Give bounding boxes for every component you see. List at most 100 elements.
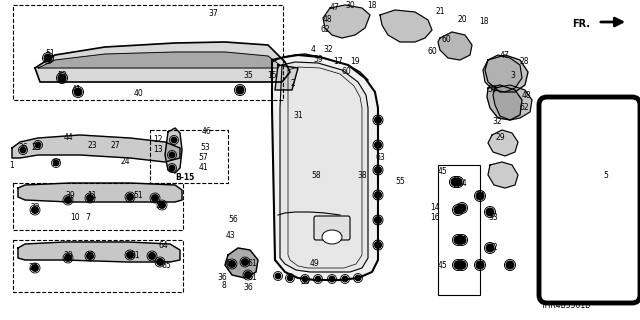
Bar [13,5,283,100]
Circle shape [458,204,466,212]
Text: 42: 42 [488,244,498,252]
Circle shape [86,252,93,260]
Text: 47: 47 [330,4,340,12]
Text: 1: 1 [10,161,14,170]
Text: 38: 38 [357,171,367,180]
Circle shape [315,276,321,282]
Circle shape [275,273,281,279]
Text: 14: 14 [430,203,440,212]
Text: 19: 19 [350,58,360,67]
Polygon shape [12,135,180,162]
Circle shape [74,88,82,96]
Bar [13,240,183,292]
Ellipse shape [322,230,342,244]
Circle shape [458,261,466,269]
Circle shape [486,208,494,216]
Circle shape [454,206,462,214]
Circle shape [31,206,38,213]
Circle shape [244,271,252,278]
Text: 51: 51 [130,252,140,260]
Text: 8: 8 [221,282,227,291]
Circle shape [152,195,159,202]
Text: 11: 11 [85,252,95,260]
Text: 2: 2 [291,78,296,87]
Text: 52: 52 [155,201,165,210]
Text: 43: 43 [226,230,236,239]
Text: 18: 18 [479,18,489,27]
Polygon shape [18,242,180,262]
Text: 61: 61 [247,273,257,282]
Text: 32: 32 [492,117,502,126]
Text: 41: 41 [71,85,81,94]
Polygon shape [38,52,280,68]
Text: 20: 20 [457,15,467,25]
Circle shape [451,178,459,186]
Circle shape [169,152,175,158]
Circle shape [374,141,381,148]
Polygon shape [438,32,472,60]
Text: 24: 24 [120,157,130,166]
FancyBboxPatch shape [539,97,640,303]
Text: 15: 15 [267,70,277,79]
Text: 65: 65 [161,260,171,269]
Bar [150,130,228,183]
Polygon shape [483,55,522,92]
Circle shape [329,276,335,282]
Polygon shape [323,5,370,38]
Polygon shape [488,162,518,188]
Text: 61: 61 [247,260,257,268]
Text: 47: 47 [500,51,510,60]
Text: 51: 51 [45,49,55,58]
Polygon shape [18,183,182,202]
Circle shape [86,195,93,202]
Circle shape [65,254,72,261]
Text: 50: 50 [300,277,310,286]
Text: 39: 39 [63,252,73,260]
Text: 23: 23 [87,140,97,149]
Text: 22: 22 [30,204,40,212]
Text: 7: 7 [86,213,90,222]
Text: 52: 52 [57,71,67,81]
Circle shape [374,191,381,198]
Text: 34: 34 [475,191,485,201]
Text: 32: 32 [323,45,333,54]
Text: 64: 64 [158,241,168,250]
Text: 22: 22 [28,263,38,273]
Text: 9: 9 [508,260,513,269]
Text: 62: 62 [519,103,529,113]
Circle shape [159,202,166,209]
Circle shape [169,165,175,171]
Text: 35: 35 [243,70,253,79]
Text: 49: 49 [309,259,319,268]
Circle shape [53,160,59,166]
Polygon shape [380,10,432,42]
Circle shape [486,244,494,252]
Text: B-15: B-15 [175,173,195,182]
Text: 48: 48 [521,91,531,100]
Circle shape [241,259,248,266]
Circle shape [355,275,361,281]
Text: 41: 41 [198,164,208,172]
Circle shape [458,236,466,244]
Text: 36: 36 [217,274,227,283]
Text: 30: 30 [345,2,355,11]
Text: 51: 51 [133,190,143,199]
Circle shape [476,261,484,269]
Circle shape [374,166,381,173]
Text: 44: 44 [63,133,73,142]
Circle shape [342,276,348,282]
Text: 18: 18 [367,1,377,10]
Text: 63: 63 [375,153,385,162]
Text: 31: 31 [293,110,303,119]
Text: 10: 10 [70,213,80,222]
Circle shape [35,142,41,148]
Text: 40: 40 [133,89,143,98]
Circle shape [127,252,134,259]
Circle shape [374,217,381,223]
Circle shape [454,178,462,186]
Text: THR4B5501B: THR4B5501B [541,301,591,310]
Text: 54: 54 [457,179,467,188]
Text: 39: 39 [65,190,75,199]
Circle shape [374,116,381,124]
Text: 6: 6 [225,260,230,268]
